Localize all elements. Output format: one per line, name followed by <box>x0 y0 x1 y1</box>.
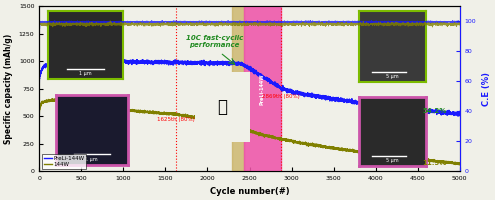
Legend: PreLi-144W, 144W: PreLi-144W, 144W <box>42 154 87 169</box>
Text: PreLi-144W: PreLi-144W <box>259 73 265 105</box>
144W <box>382 154 388 156</box>
PreLi-144W <box>36 87 42 90</box>
Text: 2869th (80%): 2869th (80%) <box>262 94 299 99</box>
PreLi-144W <box>76 57 82 60</box>
Bar <box>244 6 281 171</box>
X-axis label: Cycle number(#): Cycle number(#) <box>210 187 289 196</box>
PreLi-144W <box>197 60 203 62</box>
Y-axis label: C.E (%): C.E (%) <box>482 72 491 106</box>
Text: 11.5%: 11.5% <box>422 160 447 166</box>
PreLi-144W <box>455 115 461 117</box>
Text: 54.2%: 54.2% <box>422 108 447 114</box>
144W <box>197 116 203 119</box>
144W <box>456 164 462 166</box>
144W <box>113 109 119 111</box>
144W <box>457 162 463 165</box>
Text: 10C fast-cyclic
performance: 10C fast-cyclic performance <box>186 35 243 48</box>
Text: 1625th (80%): 1625th (80%) <box>157 117 195 122</box>
PreLi-144W <box>289 90 295 93</box>
PreLi-144W <box>457 114 463 116</box>
144W <box>289 139 295 141</box>
Line: 144W: 144W <box>39 99 460 165</box>
Line: PreLi-144W: PreLi-144W <box>39 59 460 116</box>
144W <box>310 145 316 147</box>
PreLi-144W <box>382 105 388 108</box>
Bar <box>232 6 244 171</box>
PreLi-144W <box>350 101 356 104</box>
PreLi-144W <box>310 94 316 96</box>
144W <box>36 116 42 119</box>
144W <box>50 97 55 100</box>
Y-axis label: Specific capacity (mAh/g): Specific capacity (mAh/g) <box>4 34 13 144</box>
144W <box>350 150 356 152</box>
PreLi-144W <box>113 59 119 61</box>
